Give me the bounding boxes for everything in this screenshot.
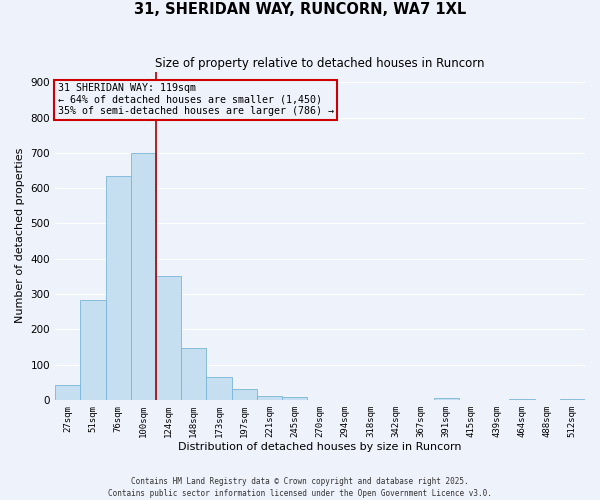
Text: 31, SHERIDAN WAY, RUNCORN, WA7 1XL: 31, SHERIDAN WAY, RUNCORN, WA7 1XL xyxy=(134,2,466,18)
Bar xyxy=(55,385,80,400)
Bar xyxy=(282,397,307,400)
Bar xyxy=(106,176,131,400)
Bar xyxy=(181,348,206,400)
Bar xyxy=(560,399,585,400)
Y-axis label: Number of detached properties: Number of detached properties xyxy=(15,148,25,324)
Bar xyxy=(206,377,232,400)
Title: Size of property relative to detached houses in Runcorn: Size of property relative to detached ho… xyxy=(155,58,485,70)
Bar xyxy=(509,399,535,400)
Bar xyxy=(80,300,106,400)
Bar xyxy=(156,276,181,400)
Text: Contains HM Land Registry data © Crown copyright and database right 2025.
Contai: Contains HM Land Registry data © Crown c… xyxy=(108,476,492,498)
Bar xyxy=(257,396,282,400)
Text: 31 SHERIDAN WAY: 119sqm
← 64% of detached houses are smaller (1,450)
35% of semi: 31 SHERIDAN WAY: 119sqm ← 64% of detache… xyxy=(58,83,334,116)
Bar xyxy=(131,153,156,400)
Bar xyxy=(434,398,459,400)
X-axis label: Distribution of detached houses by size in Runcorn: Distribution of detached houses by size … xyxy=(178,442,462,452)
Bar xyxy=(232,389,257,400)
